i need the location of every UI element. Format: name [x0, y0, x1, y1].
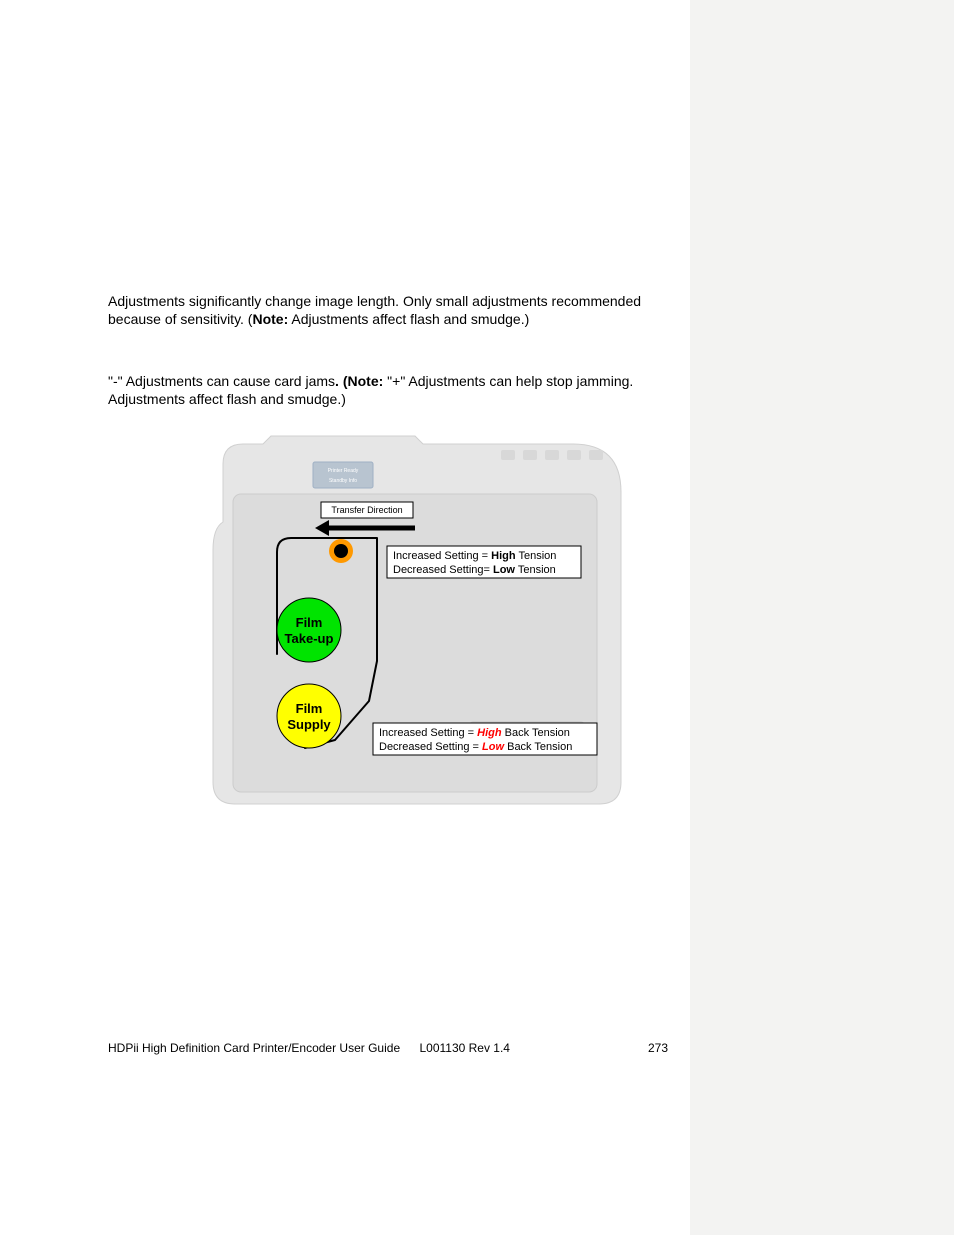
text: "-" Adjustments can cause card jams: [108, 373, 335, 389]
footer-product: HDPii High Definition Card Printer/Encod…: [108, 1041, 400, 1055]
diagram-svg: Printer Ready Standby Info Transfer Direct…: [205, 430, 635, 820]
paragraph-jam-adjustments: "-" Adjustments can cause card jams. (No…: [108, 372, 668, 408]
text: . (: [335, 373, 347, 389]
page-footer: HDPii High Definition Card Printer/Encod…: [108, 1041, 668, 1055]
page-number: 273: [648, 1041, 668, 1055]
svg-text:Increased Setting = High Back: Increased Setting = High Back Tension: [379, 727, 570, 739]
svg-text:Increased Setting = High Tensi: Increased Setting = High Tension: [393, 550, 556, 562]
text: because of sensitivity. (: [108, 311, 252, 327]
svg-text:Decreased Setting= Low Tension: Decreased Setting= Low Tension: [393, 564, 556, 576]
svg-text:Decreased Setting = Low Back T: Decreased Setting = Low Back Tension: [379, 741, 572, 753]
text: "+" Adjustments can help stop jamming.: [383, 373, 633, 389]
svg-text:Take-up: Take-up: [285, 631, 334, 646]
note-label: Note:: [348, 373, 384, 389]
svg-text:Printer Ready: Printer Ready: [328, 468, 359, 474]
svg-text:Transfer Direction: Transfer Direction: [331, 505, 402, 515]
svg-text:Film: Film: [296, 615, 323, 630]
svg-text:Film: Film: [296, 701, 323, 716]
note-label: Note:: [252, 311, 288, 327]
side-margin: [690, 0, 954, 1235]
paragraph-image-length: Adjustments significantly change image l…: [108, 292, 668, 328]
svg-text:Standby Info: Standby Info: [329, 478, 357, 484]
footer-left: HDPii High Definition Card Printer/Encod…: [108, 1041, 510, 1055]
svg-text:Supply: Supply: [287, 717, 331, 732]
document-page: Adjustments significantly change image l…: [0, 0, 690, 1235]
text: Adjustments affect flash and smudge.): [288, 311, 529, 327]
text: Adjustments affect flash and smudge.): [108, 391, 346, 407]
text: Adjustments significantly change image l…: [108, 293, 641, 309]
footer-doc-rev: L001130 Rev 1.4: [419, 1041, 510, 1055]
printer-diagram: Printer Ready Standby Info Transfer Direct…: [205, 430, 635, 820]
